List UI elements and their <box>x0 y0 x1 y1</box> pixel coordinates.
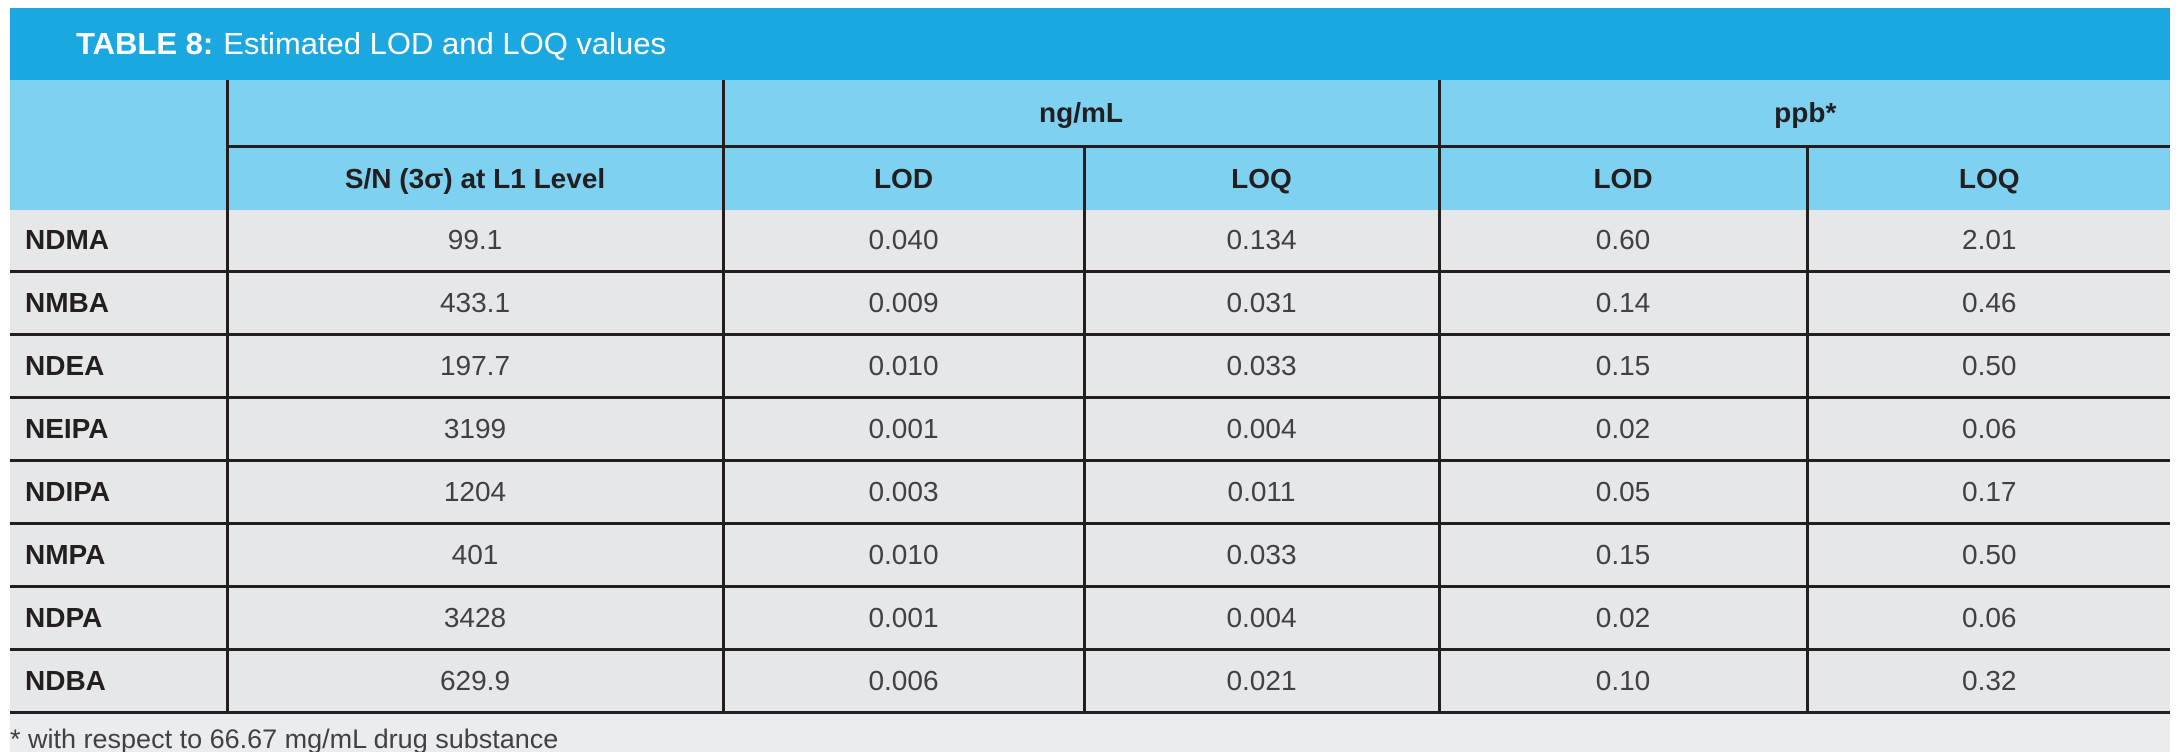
table-title-bar: TABLE 8: Estimated LOD and LOQ values <box>10 8 2170 80</box>
col-header-ng-lod: LOD <box>723 146 1086 210</box>
group-header-ppb: ppb* <box>1439 80 2170 148</box>
table-number: TABLE 8: <box>76 26 214 61</box>
table-row: NDIPA 1204 0.003 0.011 0.05 0.17 <box>10 459 2170 524</box>
ng-lod-value: 0.009 <box>723 270 1086 335</box>
group-header-row: ng/mL ppb* <box>10 80 2170 210</box>
ppb-lod-value: 0.60 <box>1439 210 1809 272</box>
ng-lod-value: 0.006 <box>723 648 1086 713</box>
ppb-loq-value: 0.50 <box>1807 333 2170 398</box>
col-header-sn: S/N (3σ) at L1 Level <box>227 146 725 210</box>
lod-loq-table-figure: TABLE 8: Estimated LOD and LOQ values ng… <box>10 8 2170 752</box>
sn-value: 3199 <box>227 396 725 461</box>
table-row: NDEA 197.7 0.010 0.033 0.15 0.50 <box>10 333 2170 398</box>
sn-value: 197.7 <box>227 333 725 398</box>
lod-loq-table: ng/mL ppb* S/N (3σ) at L1 Level LOD LOQ … <box>10 80 2170 752</box>
ng-loq-value: 0.031 <box>1084 270 1441 335</box>
ppb-loq-value: 0.32 <box>1807 648 2170 713</box>
table-row: NDPA 3428 0.001 0.004 0.02 0.06 <box>10 585 2170 650</box>
ppb-loq-value: 0.46 <box>1807 270 2170 335</box>
ppb-loq-value: 2.01 <box>1807 210 2170 272</box>
ppb-lod-value: 0.15 <box>1439 522 1809 587</box>
table-row: NDMA 99.1 0.040 0.134 0.60 2.01 <box>10 210 2170 272</box>
ng-lod-value: 0.010 <box>723 522 1086 587</box>
sn-value: 401 <box>227 522 725 587</box>
ppb-loq-value: 0.06 <box>1807 585 2170 650</box>
table-row: NMBA 433.1 0.009 0.031 0.14 0.46 <box>10 270 2170 335</box>
analyte-name: NDBA <box>10 648 229 713</box>
analyte-name: NMBA <box>10 270 229 335</box>
col-header-ppb-lod: LOD <box>1439 146 1809 210</box>
ng-lod-value: 0.003 <box>723 459 1086 524</box>
sn-value: 99.1 <box>227 210 725 272</box>
ppb-loq-value: 0.50 <box>1807 522 2170 587</box>
ng-lod-value: 0.001 <box>723 585 1086 650</box>
sn-value: 433.1 <box>227 270 725 335</box>
footnote-row: * with respect to 66.67 mg/mL drug subst… <box>10 711 2170 752</box>
table-caption: Estimated LOD and LOQ values <box>223 26 667 61</box>
ppb-loq-value: 0.17 <box>1807 459 2170 524</box>
analyte-name: NDEA <box>10 333 229 398</box>
col-header-ng-loq: LOQ <box>1084 146 1441 210</box>
ng-loq-value: 0.134 <box>1084 210 1441 272</box>
table-footnote: * with respect to 66.67 mg/mL drug subst… <box>10 711 2170 752</box>
table-row: NMPA 401 0.010 0.033 0.15 0.50 <box>10 522 2170 587</box>
table-row: NDBA 629.9 0.006 0.021 0.10 0.32 <box>10 648 2170 713</box>
analyte-name: NDMA <box>10 210 229 272</box>
sn-value: 1204 <box>227 459 725 524</box>
sn-value: 3428 <box>227 585 725 650</box>
ng-loq-value: 0.004 <box>1084 585 1441 650</box>
analyte-name: NEIPA <box>10 396 229 461</box>
table-row: NEIPA 3199 0.001 0.004 0.02 0.06 <box>10 396 2170 461</box>
ng-lod-value: 0.001 <box>723 396 1086 461</box>
sn-header-spacer-cell <box>227 80 725 148</box>
ppb-lod-value: 0.02 <box>1439 585 1809 650</box>
ppb-lod-value: 0.02 <box>1439 396 1809 461</box>
ng-loq-value: 0.033 <box>1084 333 1441 398</box>
ng-loq-value: 0.021 <box>1084 648 1441 713</box>
ng-lod-value: 0.010 <box>723 333 1086 398</box>
ppb-lod-value: 0.15 <box>1439 333 1809 398</box>
ppb-loq-value: 0.06 <box>1807 396 2170 461</box>
column-header-row: S/N (3σ) at L1 Level LOD LOQ LOD LOQ <box>10 146 2170 210</box>
ppb-lod-value: 0.14 <box>1439 270 1809 335</box>
analyte-name: NDPA <box>10 585 229 650</box>
col-header-ppb-loq: LOQ <box>1807 146 2170 210</box>
analyte-name: NMPA <box>10 522 229 587</box>
sn-value: 629.9 <box>227 648 725 713</box>
analyte-name: NDIPA <box>10 459 229 524</box>
ng-loq-value: 0.033 <box>1084 522 1441 587</box>
ppb-lod-value: 0.10 <box>1439 648 1809 713</box>
ng-loq-value: 0.004 <box>1084 396 1441 461</box>
ppb-lod-value: 0.05 <box>1439 459 1809 524</box>
group-header-ng-ml: ng/mL <box>723 80 1441 148</box>
ng-lod-value: 0.040 <box>723 210 1086 272</box>
corner-cell <box>10 80 229 210</box>
ng-loq-value: 0.011 <box>1084 459 1441 524</box>
